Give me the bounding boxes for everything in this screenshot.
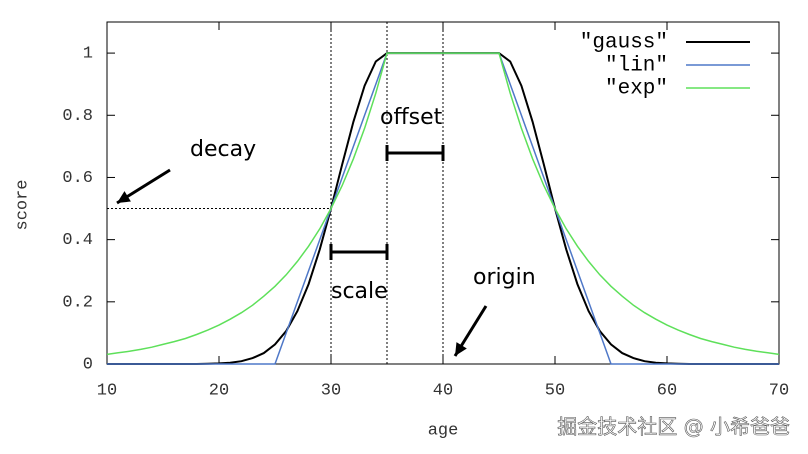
y-tick-label: 1 [83,45,93,64]
annotation: offset [380,105,443,130]
y-tick-label: 0 [83,355,93,374]
x-tick-label: 10 [97,381,117,400]
x-axis-label: age [428,421,459,440]
x-tick-label: 40 [433,381,453,400]
x-tick-label: 50 [545,381,565,400]
x-tick-label: 30 [321,381,341,400]
legend-label: "lin" [605,55,668,78]
x-tick-label: 20 [209,381,229,400]
watermark: 掘金技术社区 @ 小希爸爸 [557,415,790,439]
y-tick-label: 0.8 [62,107,93,126]
annotation: decay [190,137,256,162]
series-line [106,52,780,356]
x-tick-label: 70 [769,381,789,400]
y-tick-label: 0.2 [62,293,93,312]
y-tick-label: 0.6 [62,169,93,188]
annotation: scale [331,279,388,304]
y-tick-label: 0.4 [62,231,93,250]
x-tick-label: 60 [657,381,677,400]
arrow-head [117,191,131,203]
legend-label: "gauss" [580,32,668,55]
plot-frame [106,21,780,365]
arrow-head [455,342,467,356]
legend-label: "exp" [605,78,668,101]
annotation: origin [473,265,536,290]
y-axis-label: score [13,179,32,230]
